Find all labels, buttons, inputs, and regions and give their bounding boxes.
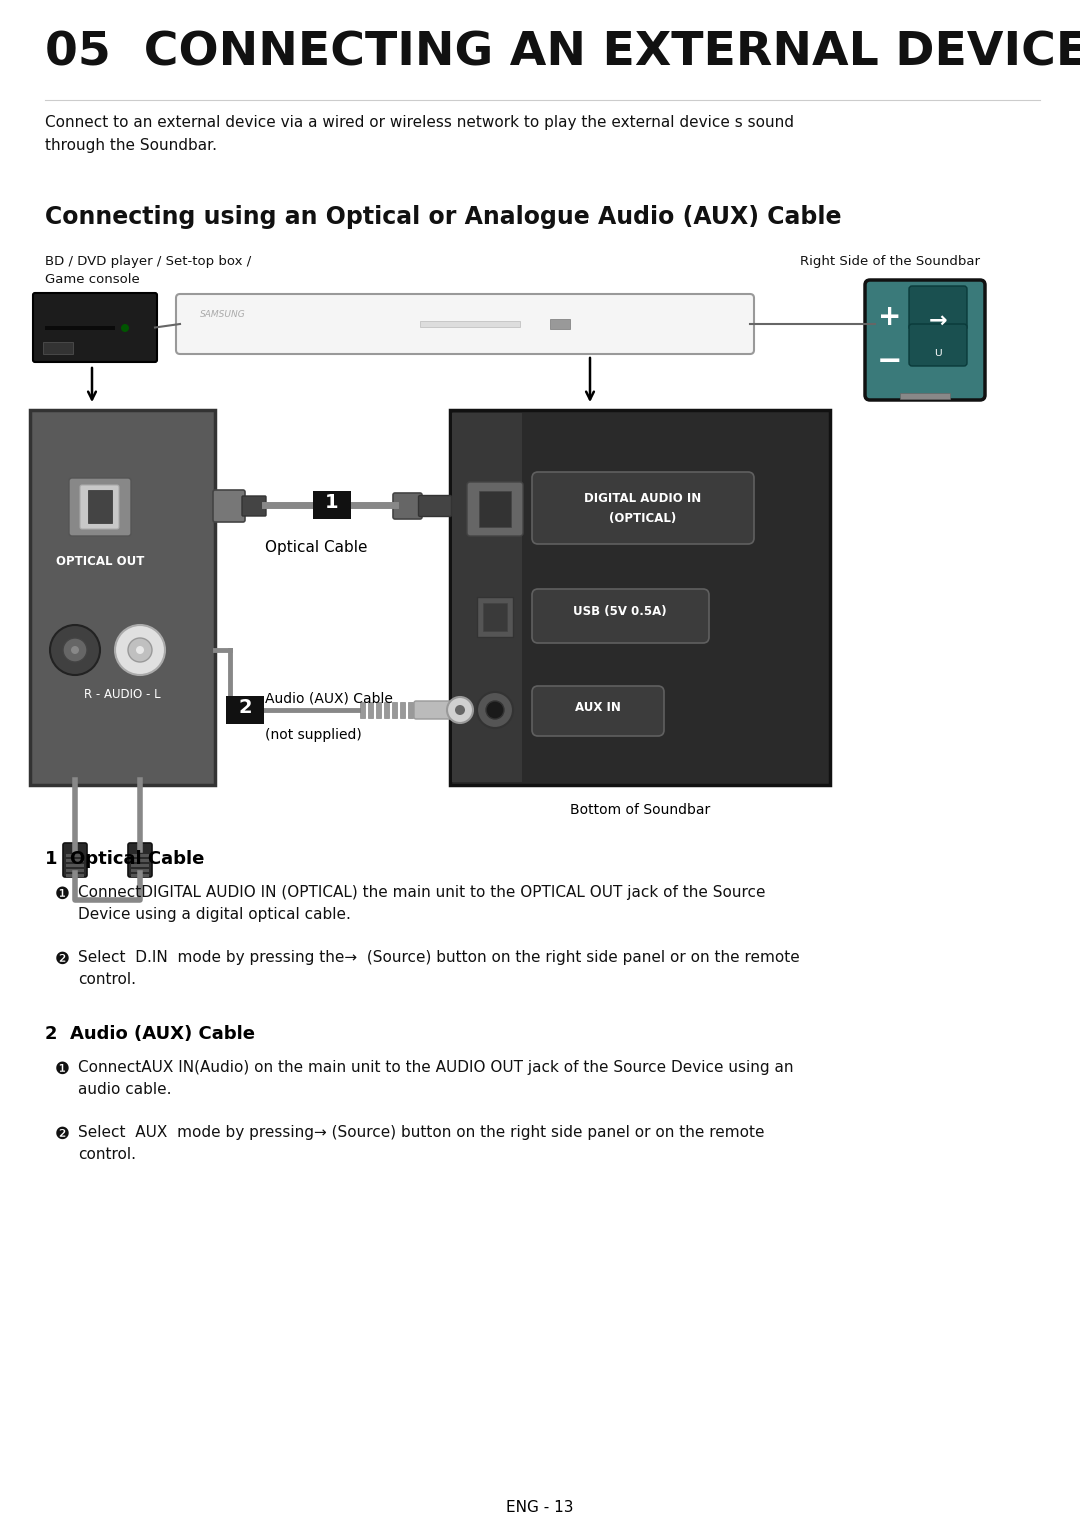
Text: −: − <box>877 348 903 375</box>
Bar <box>43 342 73 354</box>
Bar <box>477 597 513 637</box>
Text: BD / DVD player / Set-top box /: BD / DVD player / Set-top box / <box>45 254 252 268</box>
Text: Connect to an external device via a wired or wireless network to play the extern: Connect to an external device via a wire… <box>45 115 794 153</box>
FancyBboxPatch shape <box>213 490 245 522</box>
Circle shape <box>136 647 144 654</box>
Text: Device using a digital optical cable.: Device using a digital optical cable. <box>78 907 351 922</box>
Bar <box>550 319 570 329</box>
Bar <box>87 490 112 522</box>
Circle shape <box>50 625 100 676</box>
Text: ❶: ❶ <box>55 1060 70 1079</box>
Text: ❶: ❶ <box>55 885 70 902</box>
Bar <box>131 859 149 863</box>
Bar <box>900 394 950 398</box>
Bar <box>66 873 84 876</box>
Text: +: + <box>878 303 902 331</box>
FancyBboxPatch shape <box>909 286 967 329</box>
Text: 2: 2 <box>239 699 252 717</box>
Text: ENG - 13: ENG - 13 <box>507 1500 573 1515</box>
FancyBboxPatch shape <box>532 588 708 643</box>
Text: ConnectAUX IN(Audio) on the main unit to the AUDIO OUT jack of the Source Device: ConnectAUX IN(Audio) on the main unit to… <box>78 1060 794 1075</box>
Text: →: → <box>929 311 947 331</box>
FancyBboxPatch shape <box>532 686 664 735</box>
FancyBboxPatch shape <box>467 483 523 536</box>
Bar <box>392 702 397 719</box>
Text: Right Side of the Soundbar: Right Side of the Soundbar <box>800 254 980 268</box>
Text: (not supplied): (not supplied) <box>265 728 362 741</box>
FancyBboxPatch shape <box>176 294 754 354</box>
Bar <box>45 326 114 329</box>
Text: Select  D.IN  mode by pressing the→  (Source) button on the right side panel or : Select D.IN mode by pressing the→ (Sourc… <box>78 950 800 965</box>
Circle shape <box>486 702 504 719</box>
Bar <box>313 490 351 519</box>
Text: OPTICAL OUT: OPTICAL OUT <box>56 555 145 568</box>
Text: audio cable.: audio cable. <box>78 1082 172 1097</box>
Text: control.: control. <box>78 1147 136 1161</box>
Circle shape <box>447 697 473 723</box>
Bar <box>450 411 831 784</box>
FancyBboxPatch shape <box>532 472 754 544</box>
Bar <box>131 873 149 876</box>
Text: Connecting using an Optical or Analogue Audio (AUX) Cable: Connecting using an Optical or Analogue … <box>45 205 841 228</box>
Text: R - AUDIO - L: R - AUDIO - L <box>83 688 160 702</box>
Text: Select  AUX  mode by pressing→ (Source) button on the right side panel or on the: Select AUX mode by pressing→ (Source) bu… <box>78 1124 765 1140</box>
Text: 1: 1 <box>325 493 339 512</box>
Bar <box>66 859 84 863</box>
FancyBboxPatch shape <box>414 702 453 719</box>
Text: Audio (AUX) Cable: Audio (AUX) Cable <box>265 691 393 705</box>
Circle shape <box>477 692 513 728</box>
Circle shape <box>121 323 129 332</box>
Text: USB (5V 0.5A): USB (5V 0.5A) <box>573 605 666 617</box>
Bar <box>131 869 149 872</box>
Bar <box>368 702 373 719</box>
Bar <box>420 322 519 326</box>
Bar <box>453 414 522 781</box>
Bar <box>66 853 84 856</box>
Bar <box>376 702 381 719</box>
Circle shape <box>63 637 87 662</box>
FancyBboxPatch shape <box>419 495 451 516</box>
Text: AUX IN: AUX IN <box>575 702 621 714</box>
Text: ❷: ❷ <box>55 950 70 968</box>
Bar <box>408 702 413 719</box>
FancyBboxPatch shape <box>69 478 131 536</box>
Bar <box>400 702 405 719</box>
Bar <box>131 853 149 856</box>
Text: DIGITAL AUDIO IN: DIGITAL AUDIO IN <box>584 492 702 506</box>
FancyBboxPatch shape <box>33 293 157 362</box>
Text: ❷: ❷ <box>55 1124 70 1143</box>
Text: 05  CONNECTING AN EXTERNAL DEVICE: 05 CONNECTING AN EXTERNAL DEVICE <box>45 31 1080 75</box>
Text: ᵁ: ᵁ <box>934 348 942 366</box>
Text: ConnectDIGITAL AUDIO IN (OPTICAL) the main unit to the OPTICAL OUT jack of the S: ConnectDIGITAL AUDIO IN (OPTICAL) the ma… <box>78 885 766 899</box>
Bar <box>66 864 84 867</box>
Circle shape <box>71 647 79 654</box>
Text: control.: control. <box>78 971 136 987</box>
Text: 1  Optical Cable: 1 Optical Cable <box>45 850 204 869</box>
FancyBboxPatch shape <box>393 493 422 519</box>
FancyBboxPatch shape <box>909 323 967 366</box>
FancyBboxPatch shape <box>865 280 985 400</box>
Circle shape <box>114 625 165 676</box>
Text: Optical Cable: Optical Cable <box>265 539 367 555</box>
Circle shape <box>129 637 152 662</box>
Text: Bottom of Soundbar: Bottom of Soundbar <box>570 803 711 817</box>
FancyBboxPatch shape <box>63 843 87 876</box>
Text: (OPTICAL): (OPTICAL) <box>609 512 677 525</box>
Bar <box>131 864 149 867</box>
FancyBboxPatch shape <box>129 843 152 876</box>
Text: Game console: Game console <box>45 273 139 286</box>
Bar <box>30 411 215 784</box>
FancyBboxPatch shape <box>242 496 266 516</box>
Bar <box>384 702 389 719</box>
FancyBboxPatch shape <box>80 486 119 529</box>
Bar <box>226 696 264 725</box>
Bar <box>360 702 365 719</box>
Text: SAMSUNG: SAMSUNG <box>200 309 246 319</box>
Bar <box>483 604 507 631</box>
Text: 2  Audio (AUX) Cable: 2 Audio (AUX) Cable <box>45 1025 255 1043</box>
Circle shape <box>455 705 465 715</box>
Bar <box>480 490 511 527</box>
Bar <box>66 869 84 872</box>
